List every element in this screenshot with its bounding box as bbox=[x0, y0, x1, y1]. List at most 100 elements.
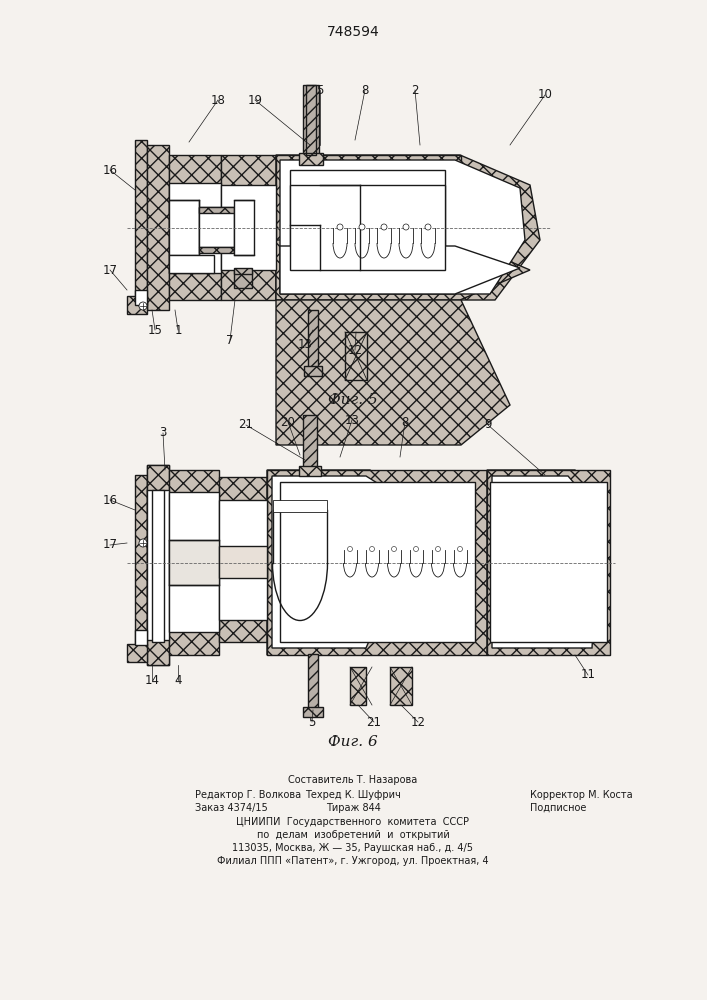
Bar bbox=[303, 707, 323, 717]
Circle shape bbox=[425, 224, 431, 230]
Bar bbox=[308, 310, 318, 370]
Text: 9: 9 bbox=[484, 418, 492, 432]
Bar bbox=[169, 155, 221, 300]
Circle shape bbox=[414, 546, 419, 552]
Text: Составитель Т. Назарова: Составитель Т. Назарова bbox=[288, 775, 418, 785]
Text: 2: 2 bbox=[411, 84, 419, 97]
Bar bbox=[147, 490, 169, 640]
Bar bbox=[169, 492, 219, 632]
Bar bbox=[304, 366, 322, 376]
Text: 18: 18 bbox=[211, 94, 226, 106]
Bar bbox=[303, 415, 317, 470]
Polygon shape bbox=[276, 300, 510, 445]
Bar bbox=[273, 500, 327, 512]
Text: Фиг. 5: Фиг. 5 bbox=[328, 393, 378, 407]
Bar bbox=[169, 470, 219, 655]
Text: 8: 8 bbox=[361, 84, 368, 97]
Bar bbox=[135, 630, 147, 645]
Bar bbox=[152, 490, 164, 642]
Bar bbox=[390, 667, 412, 705]
Bar bbox=[280, 482, 475, 642]
Text: 14: 14 bbox=[144, 674, 160, 686]
Bar bbox=[267, 470, 487, 655]
Bar bbox=[290, 185, 445, 270]
Bar bbox=[147, 465, 169, 665]
Text: Фиг. 6: Фиг. 6 bbox=[328, 735, 378, 749]
Circle shape bbox=[457, 546, 462, 552]
Polygon shape bbox=[267, 470, 430, 655]
Bar bbox=[169, 183, 221, 273]
Text: 5: 5 bbox=[308, 716, 316, 728]
Bar bbox=[299, 466, 321, 476]
Polygon shape bbox=[276, 155, 540, 300]
Text: 15: 15 bbox=[148, 324, 163, 336]
Bar bbox=[345, 332, 367, 380]
Text: 113035, Москва, Ж — 35, Раушская наб., д. 4/5: 113035, Москва, Ж — 35, Раушская наб., д… bbox=[233, 843, 474, 853]
Text: Тираж 844: Тираж 844 bbox=[325, 803, 380, 813]
Polygon shape bbox=[280, 160, 525, 294]
Circle shape bbox=[392, 546, 397, 552]
Bar bbox=[199, 207, 234, 213]
Text: 4: 4 bbox=[174, 674, 182, 686]
Bar bbox=[219, 477, 267, 642]
Circle shape bbox=[359, 224, 365, 230]
Bar bbox=[169, 200, 199, 255]
Text: Заказ 4374/15: Заказ 4374/15 bbox=[195, 803, 268, 813]
Bar bbox=[234, 200, 254, 255]
Text: 21: 21 bbox=[366, 716, 382, 728]
Text: 5: 5 bbox=[316, 84, 324, 97]
Text: 13: 13 bbox=[298, 338, 312, 352]
Circle shape bbox=[436, 546, 440, 552]
Text: 20: 20 bbox=[281, 416, 296, 428]
Bar bbox=[199, 207, 234, 247]
Circle shape bbox=[348, 546, 353, 552]
Bar bbox=[299, 153, 323, 165]
Circle shape bbox=[370, 546, 375, 552]
Text: 12: 12 bbox=[348, 344, 363, 357]
Bar bbox=[135, 140, 147, 310]
Polygon shape bbox=[487, 470, 610, 655]
Bar bbox=[219, 546, 267, 578]
Bar bbox=[169, 255, 214, 273]
Bar bbox=[276, 155, 461, 300]
Polygon shape bbox=[272, 476, 425, 648]
Text: 17: 17 bbox=[103, 538, 117, 552]
Bar bbox=[308, 654, 318, 710]
Circle shape bbox=[403, 224, 409, 230]
Circle shape bbox=[337, 224, 343, 230]
Text: 12: 12 bbox=[411, 716, 426, 728]
Circle shape bbox=[139, 302, 147, 310]
Bar bbox=[147, 465, 169, 665]
Text: 13: 13 bbox=[344, 414, 359, 426]
Text: 3: 3 bbox=[159, 426, 167, 440]
Bar bbox=[135, 475, 147, 650]
Text: 8: 8 bbox=[402, 416, 409, 428]
Polygon shape bbox=[276, 240, 530, 300]
Text: 7: 7 bbox=[226, 334, 234, 347]
Bar bbox=[147, 145, 169, 310]
Bar bbox=[221, 185, 276, 270]
Bar bbox=[490, 482, 607, 642]
Text: 16: 16 bbox=[103, 163, 117, 176]
Text: 10: 10 bbox=[537, 89, 552, 102]
Text: ЦНИИПИ  Государственного  комитета  СССР: ЦНИИПИ Государственного комитета СССР bbox=[237, 817, 469, 827]
Text: 19: 19 bbox=[247, 94, 262, 106]
Bar bbox=[127, 644, 147, 662]
Bar bbox=[221, 155, 276, 300]
Bar bbox=[306, 85, 316, 155]
Bar bbox=[135, 290, 147, 305]
Bar bbox=[234, 270, 252, 288]
Circle shape bbox=[139, 539, 147, 547]
Bar bbox=[487, 470, 610, 655]
Bar bbox=[199, 247, 234, 253]
Polygon shape bbox=[280, 246, 520, 294]
Text: Редактор Г. Волкова: Редактор Г. Волкова bbox=[195, 790, 301, 800]
Text: 21: 21 bbox=[238, 418, 254, 432]
Text: 748594: 748594 bbox=[327, 25, 380, 39]
Circle shape bbox=[381, 224, 387, 230]
Text: 17: 17 bbox=[103, 263, 117, 276]
Text: по  делам  изобретений  и  открытий: по делам изобретений и открытий bbox=[257, 830, 450, 840]
Bar bbox=[350, 667, 366, 705]
Bar bbox=[303, 85, 319, 155]
Text: Техред К. Шуфрич: Техред К. Шуфрич bbox=[305, 790, 401, 800]
